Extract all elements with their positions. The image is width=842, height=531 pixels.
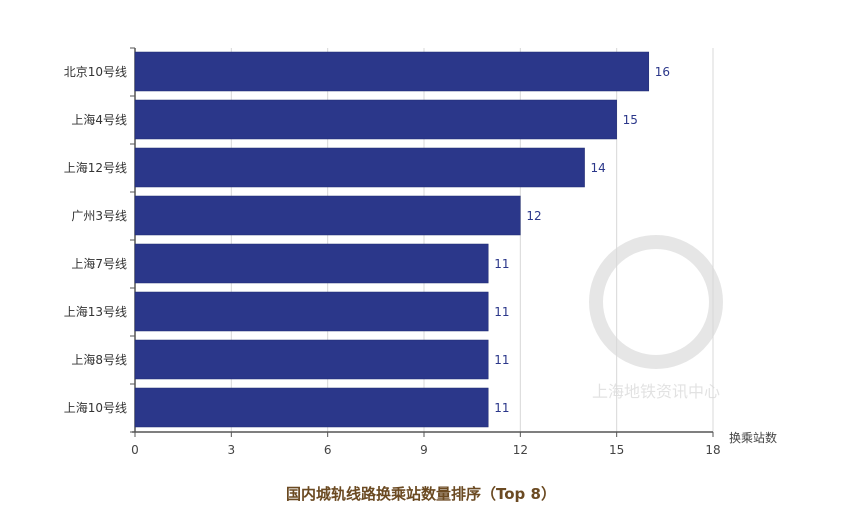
x-tick-label: 15: [609, 443, 624, 457]
bar: [134, 195, 521, 236]
bar: [134, 99, 617, 140]
category-label: 上海12号线: [64, 160, 127, 175]
x-tick-label: 12: [513, 443, 528, 457]
data-label: 11: [494, 353, 509, 367]
data-label: 12: [526, 209, 541, 223]
bar: [134, 387, 489, 428]
category-label: 上海7号线: [71, 256, 127, 271]
bar: [134, 51, 650, 92]
data-label: 11: [494, 305, 509, 319]
bar: [134, 339, 489, 380]
bar: [134, 147, 585, 188]
category-label: 北京10号线: [64, 65, 127, 79]
bar: [134, 243, 489, 284]
data-label: 11: [494, 401, 509, 415]
category-label: 广州3号线: [71, 209, 127, 223]
watermark: 上海地铁资讯中心: [589, 235, 723, 401]
data-label: 14: [591, 161, 606, 175]
x-tick-label: 18: [705, 443, 720, 457]
data-label: 16: [655, 65, 670, 79]
data-label: 15: [623, 113, 638, 127]
category-label: 上海13号线: [64, 304, 127, 319]
x-axis-label: 换乘站数: [729, 430, 777, 445]
chart-title: 国内城轨线路换乘站数量排序（Top 8）: [286, 485, 556, 503]
watermark-text: 上海地铁资讯中心: [592, 382, 720, 401]
category-label: 上海10号线: [64, 400, 127, 415]
bar: [134, 291, 489, 332]
data-label: 11: [494, 257, 509, 271]
category-label: 上海8号线: [71, 352, 127, 367]
watermark-logo: [589, 235, 723, 369]
category-label: 上海4号线: [71, 112, 127, 127]
x-tick-label: 3: [228, 443, 236, 457]
x-tick-label: 6: [324, 443, 332, 457]
x-tick-label: 0: [131, 443, 139, 457]
x-tick-label: 9: [420, 443, 428, 457]
